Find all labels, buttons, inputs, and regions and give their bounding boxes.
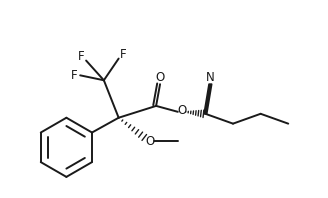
Text: O: O (146, 135, 155, 148)
Text: O: O (177, 104, 186, 117)
Text: F: F (120, 48, 127, 61)
Text: F: F (78, 50, 85, 63)
Text: F: F (71, 69, 78, 82)
Text: N: N (206, 71, 215, 84)
Text: O: O (155, 71, 165, 84)
